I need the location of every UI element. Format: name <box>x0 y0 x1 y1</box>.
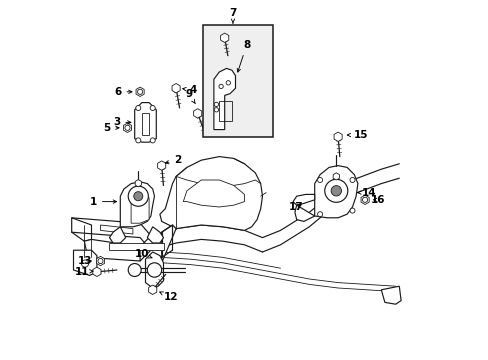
Polygon shape <box>160 157 262 230</box>
Circle shape <box>150 105 155 111</box>
Circle shape <box>81 260 88 267</box>
Polygon shape <box>314 166 357 218</box>
Text: 8: 8 <box>237 40 250 72</box>
Polygon shape <box>96 256 104 266</box>
Text: 6: 6 <box>114 87 132 97</box>
Text: 13: 13 <box>78 256 92 266</box>
Circle shape <box>134 192 142 201</box>
Text: 17: 17 <box>288 202 303 212</box>
Circle shape <box>349 177 354 183</box>
Circle shape <box>147 263 162 277</box>
Text: 12: 12 <box>160 292 178 302</box>
Text: 3: 3 <box>113 117 131 127</box>
Polygon shape <box>294 205 314 221</box>
Polygon shape <box>123 123 131 132</box>
Polygon shape <box>162 225 176 263</box>
Polygon shape <box>292 194 314 205</box>
Circle shape <box>349 208 354 213</box>
Polygon shape <box>183 180 244 207</box>
Circle shape <box>214 108 218 112</box>
Bar <box>203 25 273 137</box>
Text: 14: 14 <box>357 188 375 198</box>
Text: 7: 7 <box>229 8 236 23</box>
Circle shape <box>317 177 322 183</box>
Text: 5: 5 <box>103 123 119 133</box>
Text: 2: 2 <box>165 155 181 165</box>
Polygon shape <box>145 252 163 288</box>
Polygon shape <box>213 68 235 130</box>
Polygon shape <box>120 182 154 227</box>
Polygon shape <box>73 250 97 275</box>
Text: 16: 16 <box>370 195 385 205</box>
Polygon shape <box>84 239 140 261</box>
Text: 4: 4 <box>183 85 197 95</box>
Circle shape <box>317 212 322 217</box>
Circle shape <box>128 186 148 206</box>
Polygon shape <box>220 33 228 42</box>
Polygon shape <box>109 227 125 243</box>
Polygon shape <box>135 180 141 187</box>
Circle shape <box>128 264 141 276</box>
Text: 1: 1 <box>89 197 116 207</box>
Polygon shape <box>360 195 368 204</box>
Circle shape <box>150 138 155 143</box>
Polygon shape <box>72 218 91 241</box>
Circle shape <box>136 105 141 111</box>
Circle shape <box>214 102 218 107</box>
Polygon shape <box>148 285 157 294</box>
Circle shape <box>136 138 141 143</box>
Text: 10: 10 <box>134 249 152 259</box>
Polygon shape <box>101 225 133 234</box>
Circle shape <box>225 81 230 85</box>
Polygon shape <box>109 243 163 250</box>
Polygon shape <box>136 87 144 96</box>
Polygon shape <box>333 132 342 141</box>
Text: 9: 9 <box>185 89 195 104</box>
Polygon shape <box>131 193 149 223</box>
Circle shape <box>330 186 341 196</box>
Polygon shape <box>147 227 163 243</box>
Polygon shape <box>193 109 202 118</box>
Polygon shape <box>134 103 156 142</box>
Circle shape <box>219 84 223 89</box>
Polygon shape <box>93 267 101 276</box>
Polygon shape <box>157 161 165 170</box>
Polygon shape <box>381 286 400 304</box>
Text: 15: 15 <box>346 130 368 140</box>
Polygon shape <box>332 173 339 180</box>
Polygon shape <box>172 84 180 93</box>
Text: 11: 11 <box>74 267 93 277</box>
Circle shape <box>324 179 347 202</box>
